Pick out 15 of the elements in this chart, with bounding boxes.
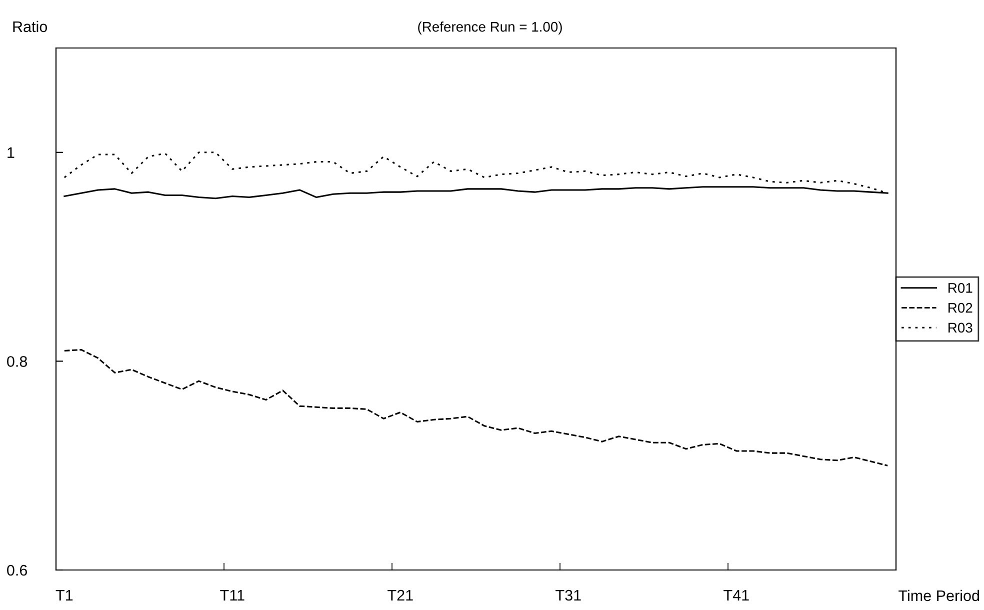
legend-label: R01 xyxy=(948,283,972,293)
y-tick-label: 0.8 xyxy=(7,356,28,367)
y-axis-title: Ratio xyxy=(13,20,48,32)
x-tick-label: T1 xyxy=(56,590,73,601)
legend-label: R03 xyxy=(948,322,972,333)
x-tick-label: T41 xyxy=(724,590,749,601)
line-series xyxy=(64,348,888,466)
x-tick-label: T21 xyxy=(388,590,413,601)
legend-label: R02 xyxy=(948,302,972,313)
x-axis-title: Time Period xyxy=(898,590,980,602)
chart-title: (Reference Run = 1.00) xyxy=(418,22,562,34)
y-tick-label: 0.6 xyxy=(7,564,28,576)
x-tick-label: T31 xyxy=(556,590,581,601)
y-tick-label: 1 xyxy=(8,147,14,158)
x-tick-label: T11 xyxy=(220,590,244,601)
